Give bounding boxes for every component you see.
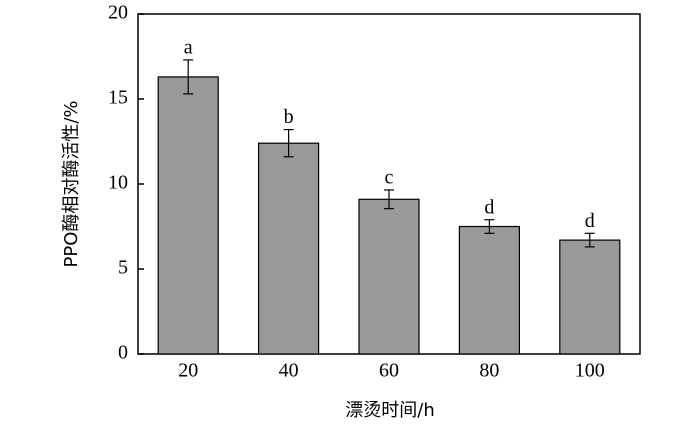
significance-label: a (184, 36, 193, 58)
bar (157, 76, 219, 355)
significance-label: c (385, 167, 394, 189)
bar (358, 198, 420, 355)
bar (559, 239, 621, 355)
y-tick-label: 15 (108, 87, 128, 109)
significance-label: b (284, 106, 294, 128)
x-tick-label: 40 (279, 360, 299, 382)
bar (458, 225, 520, 355)
significance-label: d (585, 210, 595, 232)
y-axis-label: PPO酶相对酶活性/% (61, 100, 82, 267)
y-tick-label: 10 (108, 172, 128, 194)
significance-label: d (484, 196, 494, 218)
y-tick-label: 0 (118, 342, 128, 364)
x-axis-label: 漂烫时间/h (345, 400, 434, 421)
x-tick-label: 20 (178, 360, 198, 382)
x-tick-label: 100 (575, 360, 605, 382)
y-tick-label: 20 (108, 2, 128, 24)
bar (258, 142, 320, 355)
x-tick-label: 80 (479, 360, 499, 382)
x-tick-label: 60 (379, 360, 399, 382)
y-tick-label: 5 (118, 257, 128, 279)
